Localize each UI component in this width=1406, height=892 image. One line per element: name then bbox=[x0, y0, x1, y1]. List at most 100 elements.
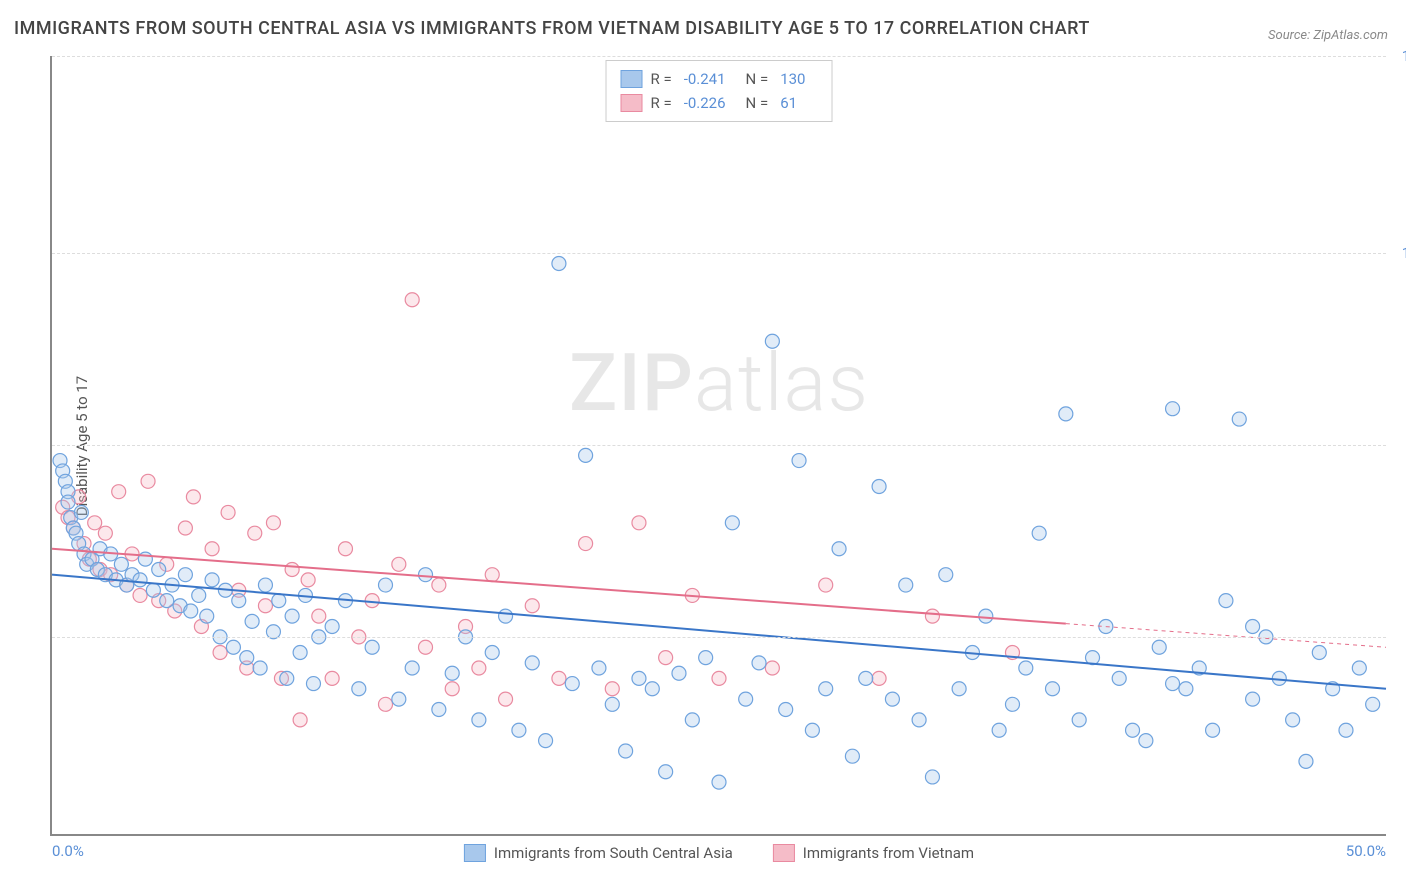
data-point-sca bbox=[280, 671, 294, 685]
data-point-sca bbox=[1246, 620, 1260, 634]
data-point-sca bbox=[240, 651, 254, 665]
data-point-sca bbox=[872, 479, 886, 493]
swatch-sca bbox=[464, 844, 486, 862]
data-point-vnm bbox=[659, 651, 673, 665]
data-point-sca bbox=[306, 677, 320, 691]
y-tick-label: 15.0% bbox=[1402, 47, 1406, 65]
data-point-sca bbox=[178, 568, 192, 582]
data-point-sca bbox=[205, 573, 219, 587]
chart-plot-area: ZIPatlas R = -0.241 N = 130 R = -0.226 N… bbox=[50, 56, 1386, 836]
r-value-sca: -0.241 bbox=[684, 67, 726, 91]
data-point-sca bbox=[1166, 402, 1180, 416]
data-point-sca bbox=[1059, 407, 1073, 421]
data-point-sca bbox=[445, 666, 459, 680]
data-point-vnm bbox=[258, 599, 272, 613]
data-point-vnm bbox=[472, 661, 486, 675]
data-point-sca bbox=[952, 682, 966, 696]
data-point-vnm bbox=[765, 661, 779, 675]
data-point-vnm bbox=[221, 505, 235, 519]
source-attribution: Source: ZipAtlas.com bbox=[1268, 28, 1388, 43]
data-point-sca bbox=[672, 666, 686, 680]
x-tick-label: 0.0% bbox=[52, 842, 84, 860]
data-point-sca bbox=[885, 692, 899, 706]
data-point-vnm bbox=[365, 594, 379, 608]
data-point-sca bbox=[725, 516, 739, 530]
data-point-sca bbox=[1032, 526, 1046, 540]
trend-line-dashed-vnm bbox=[1066, 624, 1386, 648]
data-point-sca bbox=[1206, 723, 1220, 737]
data-point-sca bbox=[1366, 697, 1380, 711]
data-point-sca bbox=[146, 583, 160, 597]
data-point-sca bbox=[632, 671, 646, 685]
data-point-sca bbox=[539, 734, 553, 748]
data-point-vnm bbox=[178, 521, 192, 535]
data-point-sca bbox=[512, 723, 526, 737]
data-point-sca bbox=[184, 604, 198, 618]
data-point-sca bbox=[138, 552, 152, 566]
data-point-vnm bbox=[141, 474, 155, 488]
swatch-sca bbox=[621, 70, 643, 88]
data-point-vnm bbox=[133, 588, 147, 602]
data-point-sca bbox=[1072, 713, 1086, 727]
data-point-vnm bbox=[338, 542, 352, 556]
data-point-sca bbox=[232, 594, 246, 608]
data-point-sca bbox=[579, 448, 593, 462]
swatch-vnm bbox=[621, 94, 643, 112]
data-point-vnm bbox=[405, 293, 419, 307]
series-legend: Immigrants from South Central Asia Immig… bbox=[464, 844, 974, 862]
n-value-vnm: 61 bbox=[780, 91, 797, 115]
data-point-sca bbox=[485, 645, 499, 659]
data-point-sca bbox=[352, 682, 366, 696]
data-point-sca bbox=[114, 557, 128, 571]
data-point-vnm bbox=[88, 516, 102, 530]
data-point-sca bbox=[805, 723, 819, 737]
legend-row-sca: R = -0.241 N = 130 bbox=[621, 67, 818, 91]
data-point-sca bbox=[1126, 723, 1140, 737]
data-point-sca bbox=[1339, 723, 1353, 737]
data-point-sca bbox=[1179, 682, 1193, 696]
data-point-vnm bbox=[419, 640, 433, 654]
chart-title: IMMIGRANTS FROM SOUTH CENTRAL ASIA VS IM… bbox=[14, 18, 1090, 39]
data-point-sca bbox=[1046, 682, 1060, 696]
data-point-vnm bbox=[392, 557, 406, 571]
data-point-vnm bbox=[112, 485, 126, 499]
data-point-sca bbox=[1246, 692, 1260, 706]
data-point-sca bbox=[752, 656, 766, 670]
data-point-sca bbox=[739, 692, 753, 706]
data-point-sca bbox=[1112, 671, 1126, 685]
data-point-sca bbox=[472, 713, 486, 727]
data-point-sca bbox=[272, 594, 286, 608]
data-point-sca bbox=[258, 578, 272, 592]
data-point-sca bbox=[859, 671, 873, 685]
data-point-sca bbox=[432, 703, 446, 717]
data-point-sca bbox=[792, 454, 806, 468]
data-point-sca bbox=[160, 594, 174, 608]
data-point-sca bbox=[133, 573, 147, 587]
r-label: R = bbox=[651, 91, 672, 115]
legend-row-vnm: R = -0.226 N = 61 bbox=[621, 91, 818, 115]
data-point-sca bbox=[419, 568, 433, 582]
data-point-sca bbox=[779, 703, 793, 717]
data-point-vnm bbox=[712, 671, 726, 685]
data-point-vnm bbox=[285, 562, 299, 576]
data-point-sca bbox=[200, 609, 214, 623]
data-point-sca bbox=[699, 651, 713, 665]
data-point-vnm bbox=[266, 516, 280, 530]
data-point-sca bbox=[253, 661, 267, 675]
data-point-sca bbox=[1312, 645, 1326, 659]
data-point-sca bbox=[552, 256, 566, 270]
data-point-sca bbox=[765, 334, 779, 348]
data-point-vnm bbox=[499, 692, 513, 706]
data-point-sca bbox=[1286, 713, 1300, 727]
data-point-vnm bbox=[186, 490, 200, 504]
data-point-vnm bbox=[379, 697, 393, 711]
r-label: R = bbox=[651, 67, 672, 91]
correlation-legend: R = -0.241 N = 130 R = -0.226 N = 61 bbox=[606, 60, 833, 122]
n-value-sca: 130 bbox=[780, 67, 805, 91]
data-point-sca bbox=[1152, 640, 1166, 654]
data-point-vnm bbox=[445, 682, 459, 696]
data-point-vnm bbox=[312, 609, 326, 623]
data-point-vnm bbox=[248, 526, 262, 540]
data-point-sca bbox=[592, 661, 606, 675]
data-point-sca bbox=[925, 770, 939, 784]
